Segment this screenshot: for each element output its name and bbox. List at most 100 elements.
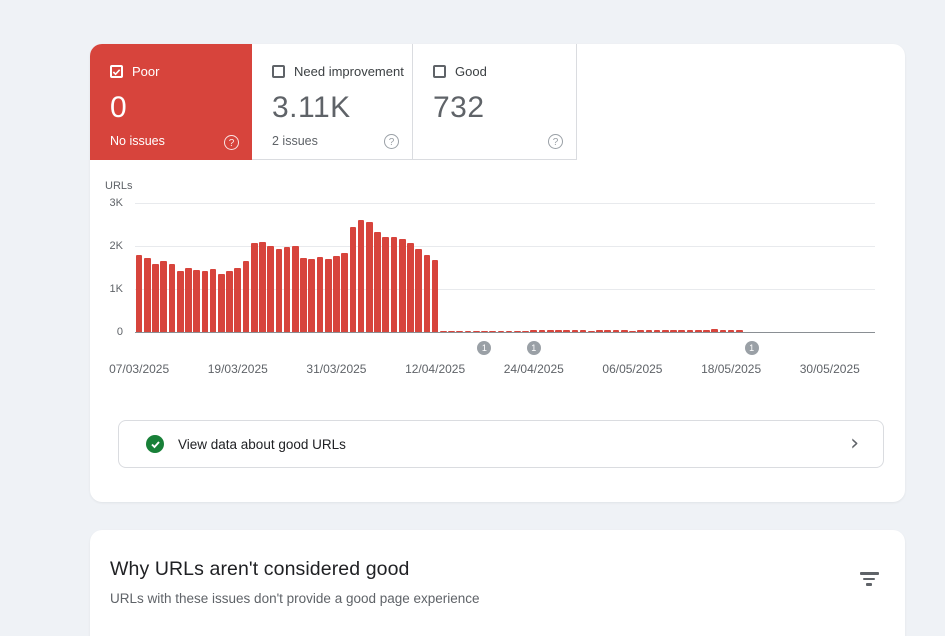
chart-bar[interactable] xyxy=(415,249,422,332)
chart-bar[interactable] xyxy=(472,330,480,332)
chart-bar[interactable] xyxy=(382,236,390,332)
chart-bar[interactable] xyxy=(645,330,653,332)
chart-bar[interactable] xyxy=(366,222,373,332)
x-tick-label: 12/04/2025 xyxy=(405,362,466,376)
chart-bar[interactable] xyxy=(612,330,620,332)
chart-y-axis-title: URLs xyxy=(105,180,133,192)
chart-bar[interactable] xyxy=(555,330,562,332)
chart-bar[interactable] xyxy=(201,270,209,332)
chart-bar[interactable] xyxy=(193,269,200,332)
chart-bar[interactable] xyxy=(522,330,529,332)
gridline xyxy=(135,203,875,204)
chart-bar[interactable] xyxy=(234,267,242,332)
chart-bar[interactable] xyxy=(259,241,266,332)
chart-bar[interactable] xyxy=(160,261,168,332)
chart-bar[interactable] xyxy=(390,236,398,332)
annotation-marker[interactable]: 1 xyxy=(526,341,541,355)
tab-good[interactable]: Good 732 ? xyxy=(413,44,577,160)
tab-poor[interactable]: Poor 0 No issues ? xyxy=(90,44,252,160)
chart-bar[interactable] xyxy=(571,330,579,332)
tab-need-improvement-value: 3.11K xyxy=(272,91,351,124)
chart-bar[interactable] xyxy=(604,330,612,332)
x-tick-label: 06/05/2025 xyxy=(602,362,663,376)
chart-bar[interactable] xyxy=(563,330,570,332)
chart-bar[interactable] xyxy=(588,330,595,332)
chart-bar[interactable] xyxy=(218,273,225,332)
chart-bar[interactable] xyxy=(324,259,332,332)
chart-bar[interactable] xyxy=(226,271,233,332)
annotation-marker[interactable]: 1 xyxy=(477,341,492,355)
chart-bar[interactable] xyxy=(448,330,455,332)
chart-bar[interactable] xyxy=(538,330,546,332)
x-tick-label: 07/03/2025 xyxy=(109,362,170,376)
y-tick-label: 0 xyxy=(116,326,123,338)
chart-bar[interactable] xyxy=(242,260,250,332)
chart-bar[interactable] xyxy=(489,330,496,332)
chart-bar[interactable] xyxy=(374,231,381,332)
chart-bar[interactable] xyxy=(678,329,686,332)
chart-bar[interactable] xyxy=(250,243,258,332)
chart-bar[interactable] xyxy=(514,330,521,332)
good-checkbox[interactable] xyxy=(433,65,446,78)
chart-bar[interactable] xyxy=(152,263,159,332)
chart-bar[interactable] xyxy=(349,227,357,332)
chart-bar[interactable] xyxy=(596,330,603,332)
x-tick-label: 24/04/2025 xyxy=(503,362,564,376)
chart-bar[interactable] xyxy=(423,255,431,332)
chart-bar[interactable] xyxy=(711,329,718,332)
chart-bar[interactable] xyxy=(135,254,143,332)
chart-bar[interactable] xyxy=(736,329,743,332)
chart-bar[interactable] xyxy=(144,258,151,332)
chart-bar[interactable] xyxy=(662,329,669,332)
chart-bar[interactable] xyxy=(176,270,184,332)
chart-bar[interactable] xyxy=(440,330,447,332)
chart-bar[interactable] xyxy=(185,268,192,332)
chart-bar[interactable] xyxy=(505,330,513,332)
chart-bar[interactable] xyxy=(341,252,348,332)
chart-bar[interactable] xyxy=(620,330,628,332)
chart-bar[interactable] xyxy=(546,330,554,332)
chart-bar[interactable] xyxy=(308,259,316,332)
chart-bar[interactable] xyxy=(209,269,217,332)
chart-bar[interactable] xyxy=(670,329,677,332)
need-improvement-checkbox[interactable] xyxy=(272,65,285,78)
chart-bar[interactable] xyxy=(653,330,661,332)
chart-bar[interactable] xyxy=(637,330,644,332)
help-icon[interactable]: ? xyxy=(384,134,399,149)
chart-bar[interactable] xyxy=(168,264,176,332)
chart-bar[interactable] xyxy=(333,256,340,332)
chart-bar[interactable] xyxy=(407,243,414,332)
chart-bar[interactable] xyxy=(456,330,464,332)
chart-bar[interactable] xyxy=(300,258,307,332)
help-icon[interactable]: ? xyxy=(548,134,563,149)
view-good-urls-row[interactable]: View data about good URLs › xyxy=(118,420,884,468)
chart-bar[interactable] xyxy=(703,329,710,332)
chart-bar[interactable] xyxy=(694,329,702,332)
chart-bar[interactable] xyxy=(316,256,324,332)
annotation-marker[interactable]: 1 xyxy=(744,341,759,355)
chart-bar[interactable] xyxy=(464,330,472,332)
poor-checkbox[interactable] xyxy=(110,65,123,78)
chart-bar[interactable] xyxy=(267,246,274,332)
y-tick-label: 3K xyxy=(109,197,123,209)
chart-bar[interactable] xyxy=(686,329,694,332)
filter-icon[interactable] xyxy=(859,572,879,586)
status-tabs: Poor 0 No issues ? Need improvement 3.11… xyxy=(90,44,577,160)
tab-need-improvement[interactable]: Need improvement 3.11K 2 issues ? xyxy=(252,44,413,160)
help-icon[interactable]: ? xyxy=(224,135,239,150)
chart-bar[interactable] xyxy=(727,329,735,332)
chart-bar[interactable] xyxy=(357,219,365,332)
chart-bar[interactable] xyxy=(275,248,283,332)
chart-bar[interactable] xyxy=(497,330,505,332)
chart-bar[interactable] xyxy=(481,330,488,332)
chart-bar[interactable] xyxy=(629,330,636,332)
chart-bar[interactable] xyxy=(292,245,299,332)
chart-bar[interactable] xyxy=(431,260,439,332)
chart-bar[interactable] xyxy=(398,239,406,332)
chart-bar[interactable] xyxy=(719,329,727,332)
chart-bar[interactable] xyxy=(579,330,587,332)
chart-bar[interactable] xyxy=(283,247,291,332)
chevron-right-icon[interactable]: › xyxy=(850,431,859,456)
y-tick-label: 1K xyxy=(109,283,123,295)
chart-bar[interactable] xyxy=(530,330,538,332)
